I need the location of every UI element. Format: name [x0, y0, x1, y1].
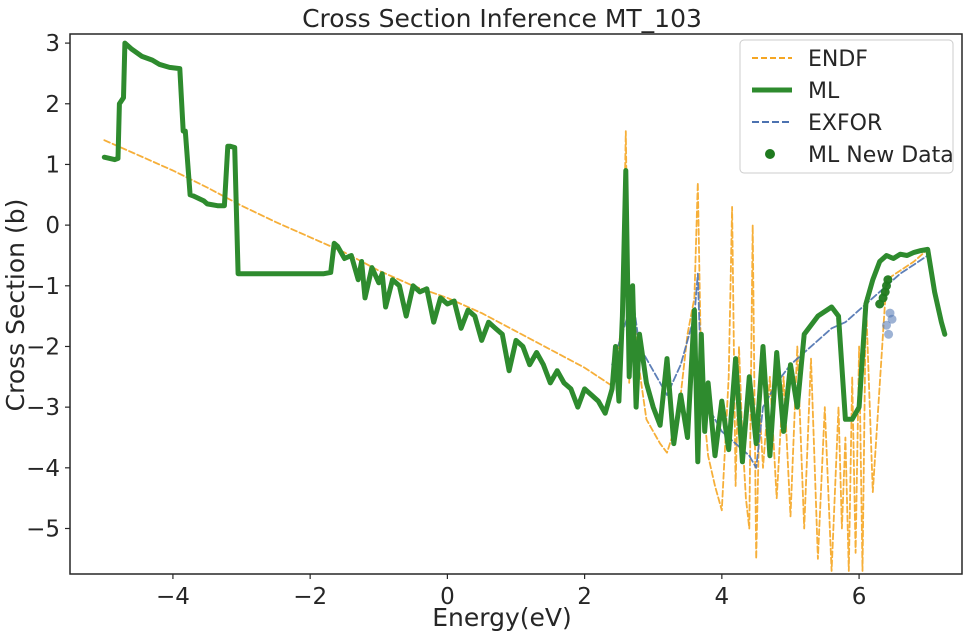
y-tick-label: 1: [45, 152, 60, 178]
legend-box: [739, 39, 954, 174]
y-tick-label: 0: [45, 213, 60, 239]
y-axis-title: Cross Section (b): [1, 199, 30, 412]
x-ticks: −4 −2 0 2 4 6: [156, 574, 866, 610]
x-axis-title: Energy(eV): [432, 603, 572, 632]
y-tick-label: −5: [26, 516, 60, 542]
x-tick-label: 6: [852, 584, 867, 610]
legend-label-endf: ENDF: [808, 47, 868, 72]
series-layer: [101, 40, 948, 572]
x-tick-label: −4: [156, 584, 190, 610]
legend-label-ml: ML: [808, 79, 840, 104]
y-tick-label: 3: [45, 31, 60, 57]
ml-new-data-point: [887, 314, 897, 324]
legend-swatch-ml-new-data: [765, 149, 775, 159]
plot-frame: [69, 33, 963, 575]
y-tick-label: 2: [45, 92, 60, 118]
legend-label-exfor: EXFOR: [808, 111, 882, 136]
ml-new-data-point: [883, 275, 893, 285]
chart-title: Cross Section Inference MT_103: [302, 4, 702, 33]
y-tick-label: −2: [26, 334, 60, 360]
y-tick-label: −1: [26, 274, 60, 300]
x-tick-label: −2: [293, 584, 327, 610]
x-tick-label: 2: [577, 584, 592, 610]
series-line-ml: [101, 40, 948, 465]
ml-new-data-point: [884, 329, 894, 339]
y-ticks: −5 −4 −3 −2 −1 0 1 2 3: [26, 31, 70, 542]
ml-new-data-point: [882, 320, 891, 330]
x-tick-label: 4: [715, 584, 730, 610]
series-line-endf: [103, 130, 929, 572]
legend: ENDF ML EXFOR ML New Data: [739, 39, 954, 174]
legend-label-ml-new-data: ML New Data: [808, 143, 954, 168]
x-tick-label: 0: [440, 584, 455, 610]
y-tick-label: −3: [26, 395, 60, 421]
y-tick-label: −4: [26, 456, 60, 482]
